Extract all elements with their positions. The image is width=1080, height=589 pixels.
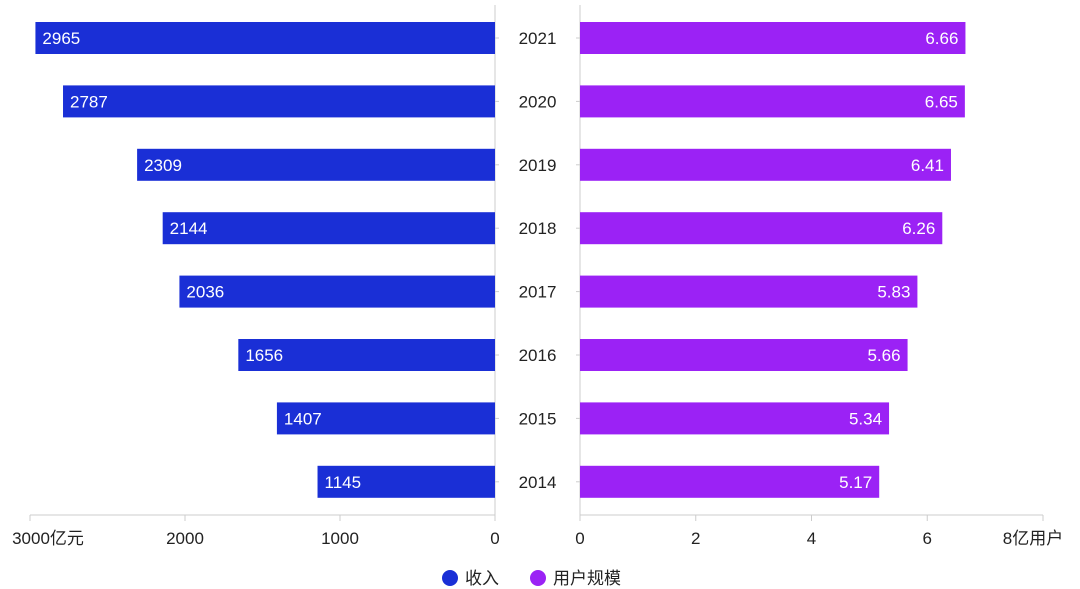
- category-label-2019: 2019: [519, 156, 557, 175]
- legend-marker-revenue: [442, 570, 458, 586]
- category-label-2020: 2020: [519, 92, 557, 111]
- legend-marker-users: [530, 570, 546, 586]
- bar-users-2015: [580, 402, 890, 435]
- bar-revenue-2016: [238, 339, 495, 371]
- x-tick-label-left: 0: [490, 529, 499, 548]
- bar-revenue-2014: [317, 465, 495, 498]
- legend-label-users: 用户规模: [553, 569, 621, 588]
- bar-users-2016: [580, 339, 908, 371]
- x-tick-label-right: 4: [807, 529, 816, 548]
- bar-revenue-2020: [63, 85, 495, 118]
- value-label-users-2017: 5.83: [877, 283, 910, 302]
- value-label-revenue-2017: 2036: [186, 283, 224, 302]
- value-label-users-2019: 6.41: [911, 156, 944, 175]
- bar-users-2014: [580, 465, 880, 498]
- bar-revenue-2017: [179, 275, 496, 308]
- legend-label-revenue: 收入: [465, 569, 499, 588]
- value-label-revenue-2018: 2144: [170, 219, 208, 238]
- category-label-2015: 2015: [519, 409, 557, 428]
- value-label-revenue-2014: 1145: [325, 473, 362, 492]
- x-tick-label-left: 3000亿元: [12, 529, 84, 548]
- bar-revenue-2019: [137, 148, 496, 181]
- bar-users-2017: [580, 275, 918, 308]
- category-label-2021: 2021: [519, 29, 557, 48]
- category-label-2018: 2018: [519, 219, 557, 238]
- value-label-revenue-2019: 2309: [144, 156, 182, 175]
- category-label-2016: 2016: [519, 346, 557, 365]
- bar-revenue-2015: [276, 402, 495, 435]
- value-label-users-2021: 6.66: [925, 29, 958, 48]
- value-label-revenue-2021: 2965: [42, 29, 80, 48]
- x-tick-label-right: 2: [691, 529, 700, 548]
- x-tick-label-left: 1000: [321, 529, 359, 548]
- x-tick-label-right: 0: [575, 529, 584, 548]
- category-label-2014: 2014: [519, 473, 557, 492]
- value-label-revenue-2016: 1656: [245, 346, 283, 365]
- x-tick-label-right: 8亿用户: [1003, 529, 1063, 548]
- value-label-users-2014: 5.17: [839, 473, 872, 492]
- bar-users-2020: [580, 85, 965, 118]
- bar-revenue-2018: [162, 212, 495, 245]
- bar-users-2021: [580, 22, 966, 54]
- value-label-users-2016: 5.66: [867, 346, 900, 365]
- bar-users-2018: [580, 212, 943, 245]
- x-tick-label-left: 2000: [166, 529, 204, 548]
- value-label-users-2018: 6.26: [902, 219, 935, 238]
- value-label-revenue-2015: 1407: [284, 409, 322, 428]
- bar-users-2019: [580, 148, 951, 181]
- bar-revenue-2021: [35, 22, 496, 54]
- value-label-revenue-2020: 2787: [70, 92, 108, 111]
- x-tick-label-right: 6: [923, 529, 932, 548]
- value-label-users-2020: 6.65: [925, 92, 958, 111]
- value-label-users-2015: 5.34: [849, 409, 882, 428]
- category-label-2017: 2017: [519, 283, 557, 302]
